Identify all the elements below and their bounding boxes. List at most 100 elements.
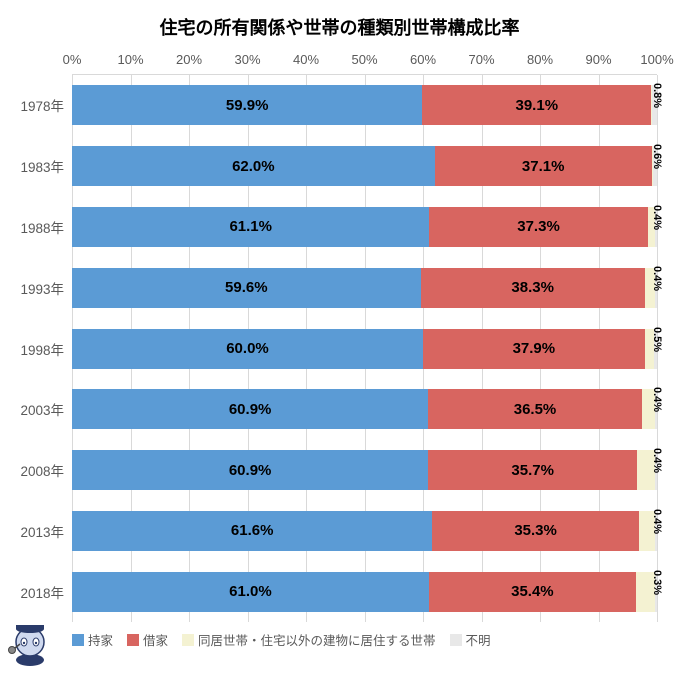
bar-segment: 0.4% bbox=[655, 511, 657, 551]
bar-row: 2008年60.9%35.7%0.4% bbox=[72, 440, 657, 501]
legend-swatch bbox=[127, 634, 139, 646]
bar-segment-label: 0.4% bbox=[651, 205, 663, 230]
bar-segment: 35.7% bbox=[428, 450, 637, 490]
bar-segment-label: 62.0% bbox=[232, 158, 275, 175]
y-axis-label: 2018年 bbox=[8, 582, 64, 602]
x-axis: 0%10%20%30%40%50%60%70%80%90%100% bbox=[72, 52, 657, 74]
bar-segment-label: 39.1% bbox=[516, 97, 559, 114]
bar-segment-label: 37.3% bbox=[517, 218, 560, 235]
y-axis-label: 1998年 bbox=[8, 339, 64, 359]
bar-segment: 0.8% bbox=[652, 85, 657, 125]
legend-label: 借家 bbox=[143, 630, 168, 649]
bar-segment-label: 0.8% bbox=[651, 83, 663, 108]
mascot-icon bbox=[6, 620, 54, 668]
bar-segment: 59.6% bbox=[72, 268, 421, 308]
bar-segment: 35.4% bbox=[429, 572, 636, 612]
x-tick-label: 40% bbox=[293, 52, 319, 67]
x-tick-label: 0% bbox=[63, 52, 82, 67]
legend-label: 持家 bbox=[88, 630, 113, 649]
legend-swatch bbox=[450, 634, 462, 646]
y-axis-label: 2013年 bbox=[8, 521, 64, 541]
bar-segment-label: 60.9% bbox=[229, 462, 272, 479]
bars: 1978年59.9%39.1%0.8%1983年62.0%37.1%0.6%19… bbox=[72, 75, 657, 622]
legend-label: 不明 bbox=[466, 630, 491, 649]
bar-segment-label: 0.4% bbox=[651, 509, 663, 534]
bar-segment: 37.9% bbox=[423, 329, 645, 369]
bar-segment-label: 0.4% bbox=[651, 387, 663, 412]
grid-area: 1978年59.9%39.1%0.8%1983年62.0%37.1%0.6%19… bbox=[72, 74, 657, 622]
bar-segment-label: 0.3% bbox=[651, 570, 663, 595]
bar-stack: 61.1% 37.3% 0.4% bbox=[72, 207, 657, 247]
bar-segment: 0.4% bbox=[655, 268, 657, 308]
x-tick-label: 90% bbox=[585, 52, 611, 67]
bar-segment-label: 38.3% bbox=[511, 279, 554, 296]
bar-segment: 59.9% bbox=[72, 85, 422, 125]
bar-stack: 62.0% 37.1% 0.6% bbox=[72, 146, 657, 186]
chart-container: 住宅の所有関係や世帯の種類別世帯構成比率 0% 10% 20% 30% 40% 50% 60… bbox=[0, 0, 679, 680]
y-axis-label: 2003年 bbox=[8, 399, 64, 419]
bar-segment: 60.9% bbox=[72, 389, 428, 429]
bar-segment-label: 35.7% bbox=[511, 462, 554, 479]
bar-segment-label: 59.9% bbox=[226, 97, 269, 114]
bar-stack: 60.9%36.5%0.4% bbox=[72, 389, 657, 429]
bar-segment: 60.9% bbox=[72, 450, 428, 490]
bar-segment: 37.1% bbox=[435, 146, 652, 186]
legend-swatch bbox=[72, 634, 84, 646]
bar-segment: 0.5% bbox=[654, 329, 657, 369]
bar-segment: 0.4% bbox=[655, 450, 657, 490]
plot-area: 0%10%20%30%40%50%60%70%80%90%100% 1978年5… bbox=[72, 52, 657, 622]
bar-segment: 60.0% bbox=[72, 329, 423, 369]
bar-row: 1998年60.0%37.9%0.5% bbox=[72, 318, 657, 379]
bar-segment: 38.3% bbox=[421, 268, 645, 308]
bar-segment-label: 59.6% bbox=[225, 279, 268, 296]
legend: 持家 借家 同居世帯・住宅以外の建物に居住する世帯 不明 bbox=[72, 630, 667, 649]
legend-item: 不明 bbox=[450, 630, 491, 649]
bar-stack: 59.9% 39.1% 0.8% bbox=[72, 85, 657, 125]
bar-stack: 59.6% 38.3% 0.4% bbox=[72, 268, 657, 308]
bar-row: 2003年60.9%36.5%0.4% bbox=[72, 379, 657, 440]
y-axis-label: 1983年 bbox=[8, 156, 64, 176]
legend-label: 同居世帯・住宅以外の建物に居住する世帯 bbox=[198, 630, 436, 649]
y-axis-label: 1978年 bbox=[8, 95, 64, 115]
bar-segment: 0.4% bbox=[655, 207, 657, 247]
bar-segment: 61.1% bbox=[72, 207, 429, 247]
bar-segment-label: 37.1% bbox=[522, 158, 565, 175]
bar-segment-label: 61.6% bbox=[231, 522, 274, 539]
x-tick-label: 70% bbox=[468, 52, 494, 67]
legend-swatch bbox=[182, 634, 194, 646]
bar-segment-label: 60.9% bbox=[229, 401, 272, 418]
bar-segment: 39.1% bbox=[422, 85, 651, 125]
bar-segment: 62.0% bbox=[72, 146, 435, 186]
bar-segment-label: 35.3% bbox=[514, 522, 557, 539]
bar-segment-label: 61.1% bbox=[229, 218, 272, 235]
x-tick-label: 10% bbox=[117, 52, 143, 67]
x-tick-label: 20% bbox=[176, 52, 202, 67]
bar-row: 2013年61.6%35.3%0.4% bbox=[72, 501, 657, 562]
x-tick-label: 30% bbox=[234, 52, 260, 67]
bar-stack: 61.6% 35.3% 0.4% bbox=[72, 511, 657, 551]
bar-segment: 35.3% bbox=[432, 511, 639, 551]
bar-row: 2018年61.0%35.4%0.3% bbox=[72, 561, 657, 622]
y-axis-label: 2008年 bbox=[8, 460, 64, 480]
chart-title: 住宅の所有関係や世帯の種類別世帯構成比率 bbox=[12, 14, 667, 40]
bar-segment-label: 61.0% bbox=[229, 583, 272, 600]
bar-segment: 37.3% bbox=[429, 207, 647, 247]
bar-stack: 61.0% 35.4% 0.3% bbox=[72, 572, 657, 612]
x-tick-label: 100% bbox=[640, 52, 673, 67]
bar-segment-label: 0.4% bbox=[651, 448, 663, 473]
bar-segment: 0.6% bbox=[653, 146, 657, 186]
x-tick-label: 50% bbox=[351, 52, 377, 67]
bar-segment: 0.4% bbox=[655, 389, 657, 429]
legend-item: 持家 bbox=[72, 630, 113, 649]
bar-segment: 61.0% bbox=[72, 572, 429, 612]
legend-item: 同居世帯・住宅以外の建物に居住する世帯 bbox=[182, 630, 436, 649]
x-tick-label: 80% bbox=[527, 52, 553, 67]
bar-segment-label: 35.4% bbox=[511, 583, 554, 600]
y-axis-label: 1993年 bbox=[8, 278, 64, 298]
y-axis-label: 1988年 bbox=[8, 217, 64, 237]
bar-segment: 0.3% bbox=[655, 572, 657, 612]
bar-segment-label: 0.6% bbox=[651, 144, 663, 169]
bar-segment-label: 0.4% bbox=[651, 266, 663, 291]
bar-segment: 61.6% bbox=[72, 511, 432, 551]
x-tick-label: 60% bbox=[410, 52, 436, 67]
